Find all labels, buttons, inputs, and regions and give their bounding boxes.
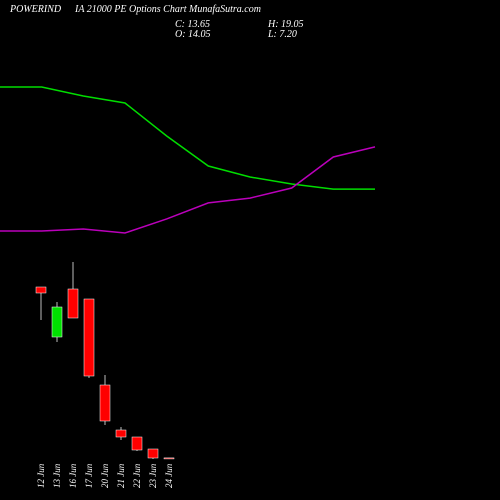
ohlc-label: H: 19.05 (267, 19, 304, 30)
candle-body (163, 457, 175, 460)
ohlc-label: C: 13.65 (175, 19, 210, 30)
x-tick-label: 17 Jun (84, 463, 94, 488)
candle-body (115, 429, 127, 438)
x-tick-label: 22 Jun (132, 463, 142, 488)
chart-title: POWERIND (9, 4, 62, 15)
x-tick-label: 24 Jun (164, 463, 174, 488)
candle-body (83, 298, 95, 377)
x-tick-label: 16 Jun (68, 463, 78, 488)
candle-body (99, 384, 111, 422)
x-tick-label: 13 Jun (52, 463, 62, 488)
candle-body (67, 288, 79, 319)
ohlc-label: O: 14.05 (175, 29, 211, 40)
x-tick-label: 20 Jun (100, 463, 110, 488)
ohlc-label: L: 7.20 (267, 29, 297, 40)
chart-subtitle: IA 21000 PE Options Chart MunafaSutra.co… (74, 4, 261, 15)
x-tick-label: 23 Jun (148, 463, 158, 488)
candle-body (131, 436, 143, 451)
candle-body (51, 306, 63, 338)
candle-body (147, 448, 159, 459)
candle-body (35, 286, 47, 294)
x-tick-label: 21 Jun (116, 463, 126, 488)
x-tick-label: 12 Jun (36, 463, 46, 488)
indicator-line (0, 146, 376, 234)
indicator-line (0, 86, 375, 190)
